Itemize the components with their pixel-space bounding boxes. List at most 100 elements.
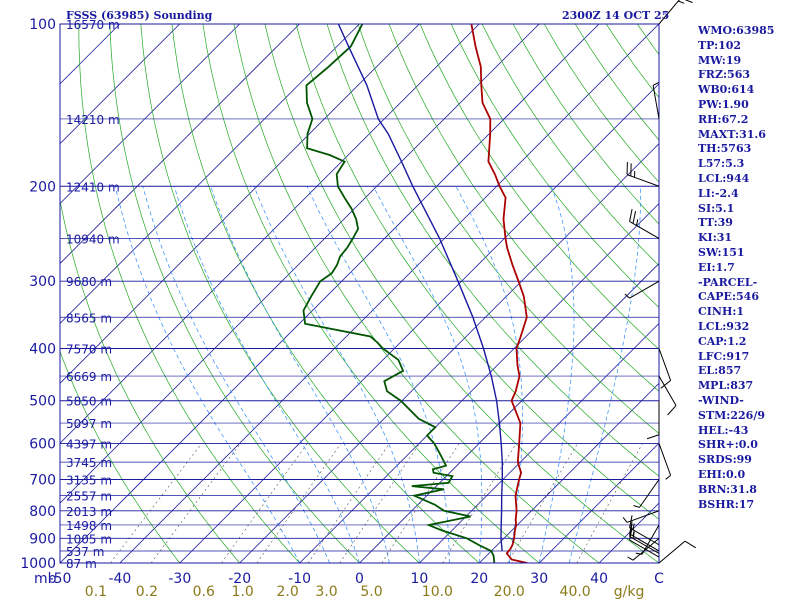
valid-time: 2300Z 14 OCT 25	[562, 9, 670, 22]
temperature-profile	[470, 24, 528, 563]
index-entry: BRN:31.8	[698, 482, 757, 496]
height-label: 9680 m	[66, 275, 112, 289]
mixing-ratio-line	[576, 443, 643, 563]
height-label: 2557 m	[66, 490, 112, 504]
stability-indices: WMO:63985 TP:102 MW:19 FRZ:563 WB0:614 PW:1.9…	[698, 24, 774, 512]
mixing-ratio-line	[381, 443, 460, 563]
height-label: 537 m	[66, 545, 104, 559]
mixing-ratio-tick-label: 20.0	[494, 584, 525, 600]
isotherm-line	[60, 24, 540, 504]
isotherm-line	[239, 143, 659, 563]
mixing-ratio-tick-label: g/kg	[614, 584, 645, 600]
index-entry: EHI:0.0	[698, 467, 746, 481]
mixing-ratio-tick-label: 10.0	[422, 584, 453, 600]
pressure-tick-label: 1000	[20, 556, 56, 572]
moist-adiabat	[568, 186, 641, 563]
mixing-ratio-tick-label: 0.1	[85, 584, 107, 600]
height-label: 3135 m	[66, 474, 112, 488]
height-label: 16570 m	[66, 18, 120, 32]
isotherm-line	[479, 382, 659, 563]
isotherm-line	[60, 24, 480, 444]
height-label: 1498 m	[66, 519, 112, 533]
wind-barb	[629, 208, 660, 239]
dry-adiabat	[233, 24, 600, 563]
dry-adiabat	[171, 24, 480, 563]
wind-barb	[633, 479, 660, 508]
wind-barb	[652, 81, 660, 120]
height-label: 2013 m	[66, 505, 112, 519]
isotherm-line	[299, 203, 659, 563]
mixing-ratio-tick-label: 2.0	[276, 584, 298, 600]
temperature-tick-label: 30	[530, 571, 548, 587]
pressure-tick-label: 500	[29, 394, 56, 410]
wind-barb	[658, 375, 677, 416]
isotherm-line	[60, 24, 360, 324]
height-label: 1005 m	[66, 532, 112, 546]
moist-adiabat	[253, 186, 420, 563]
index-entry: -WIND-	[698, 393, 744, 407]
temperature-tick-label: 0	[355, 571, 364, 587]
isotherm-line	[60, 24, 180, 145]
temperature-tick-label: 20	[470, 571, 488, 587]
temperature-tick-label: C	[654, 571, 664, 587]
height-label: 12410 m	[66, 180, 120, 194]
plot-frame	[59, 23, 660, 564]
pressure-tick-label: 400	[29, 342, 56, 358]
index-entry: L57:5.3	[698, 157, 745, 171]
index-entry: LFC:917	[698, 349, 750, 363]
isotherm-line	[60, 24, 420, 384]
index-entry: -PARCEL-	[698, 275, 758, 289]
dry-adiabat	[295, 24, 659, 520]
index-entry: MW:19	[698, 53, 742, 67]
temperature-tick-label: -30	[168, 571, 191, 587]
isotherm-line	[359, 262, 659, 563]
dewpoint-profile	[302, 24, 496, 563]
index-entry: TP:102	[698, 38, 742, 52]
index-entry: SHR+:0.0	[698, 438, 758, 452]
index-entry: MAXT:31.6	[698, 127, 766, 141]
index-entry: PW:1.90	[698, 97, 749, 111]
mixing-ratio-tick-label: 1.0	[232, 584, 254, 600]
height-label: 5097 m	[66, 417, 112, 431]
pressure-tick-label: 100	[29, 17, 56, 33]
index-entry: LI:-2.4	[698, 186, 739, 200]
mixing-ratio-line	[221, 443, 308, 563]
mixing-ratio-line	[110, 443, 202, 563]
isotherm-line	[60, 24, 240, 205]
profiles	[302, 24, 528, 563]
pressure-tick-label: 700	[29, 473, 56, 489]
index-entry: SI:5.1	[698, 201, 735, 215]
height-label: 8565 m	[66, 311, 112, 325]
temperature-tick-label: -50	[49, 571, 72, 587]
mixing-ratio-tick-label: 3.0	[315, 584, 337, 600]
wind-barb	[624, 280, 660, 299]
temperature-tick-label: 10	[410, 571, 428, 587]
wind-barb	[626, 161, 660, 187]
index-entry: HEL:-43	[698, 423, 749, 437]
pressure-tick-label: 600	[29, 436, 56, 452]
parcel-profile	[337, 24, 503, 552]
temperature-tick-label: -40	[108, 571, 131, 587]
dry-adiabat	[140, 24, 420, 563]
height-label: 7570 m	[66, 343, 112, 357]
mixing-ratio-line	[256, 443, 342, 563]
isotherm-line	[419, 322, 659, 563]
isotherm-line	[538, 442, 659, 563]
index-entry: STM:226/9	[698, 408, 765, 422]
isotherm-line	[60, 24, 600, 563]
index-entry: SW:151	[698, 245, 745, 259]
mixing-ratio-line	[339, 443, 420, 563]
moist-adiabat	[538, 186, 575, 563]
wind-barb	[646, 400, 660, 440]
index-entry: MPL:837	[698, 379, 754, 393]
background-grid	[60, 24, 659, 563]
moist-adiabat	[114, 186, 300, 563]
isotherm-line	[179, 83, 659, 563]
wind-barb	[627, 537, 660, 561]
wind-barb	[622, 510, 660, 523]
height-label: 5850 m	[66, 395, 112, 409]
index-entry: KI:31	[698, 231, 733, 245]
wind-barb	[629, 527, 660, 558]
